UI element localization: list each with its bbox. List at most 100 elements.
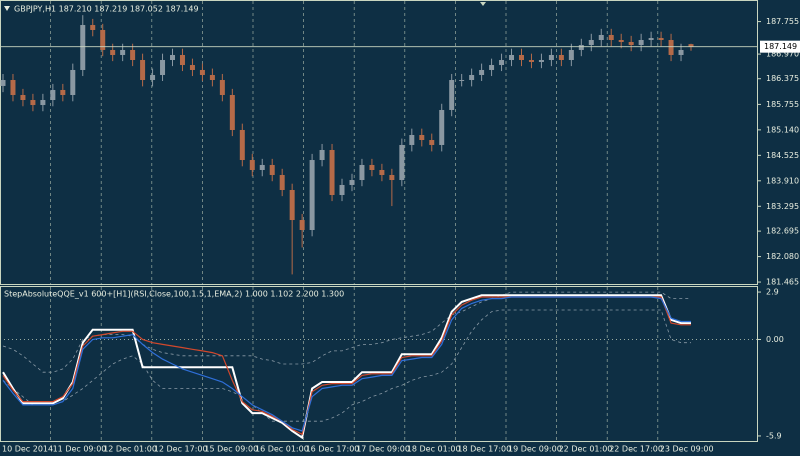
candle-body [668, 40, 674, 55]
candle-body [110, 49, 116, 55]
candle-body [509, 54, 515, 61]
candle-body [538, 60, 544, 62]
current-price-label: 187.149 [764, 42, 797, 51]
candle-body [20, 94, 26, 101]
shift-marker [480, 2, 486, 6]
candle-body [249, 160, 255, 170]
candle-body [40, 100, 46, 106]
candle-body [10, 80, 16, 95]
y-tick-label: 2.9 [766, 288, 779, 297]
y-tick-label: 181.465 [766, 278, 799, 287]
header-arrow [4, 6, 10, 11]
y-tick-label: -5.9 [766, 431, 782, 440]
candle-body [259, 164, 265, 170]
y-tick-label: 186.375 [766, 74, 799, 83]
candle-body [30, 100, 36, 106]
candle-body [409, 135, 415, 145]
x-tick-label: 16 Dec 01:00 [255, 445, 309, 454]
candle-body [608, 34, 614, 41]
candle-body [199, 69, 205, 75]
candle-body [100, 29, 106, 50]
candle-body [648, 38, 654, 41]
current-price-tag [760, 40, 800, 53]
candle-body [229, 94, 235, 130]
candle-body [449, 80, 455, 110]
indicator-line [2, 291, 691, 373]
indicator-line [2, 296, 691, 432]
indicator-panel-frame [0, 286, 758, 442]
candle-body [239, 129, 245, 161]
candle-body [688, 44, 694, 47]
candle-body [439, 109, 445, 145]
candle-body [658, 38, 664, 41]
candle-body [518, 54, 524, 61]
candle-body [429, 140, 435, 145]
candle-body [339, 184, 345, 196]
candle-body [209, 74, 215, 81]
x-tick-label: 23 Dec 09:00 [660, 445, 714, 454]
candle-body [558, 54, 564, 61]
candle-body [160, 60, 166, 75]
candle-body [598, 34, 604, 41]
y-tick-label: 185.140 [766, 125, 799, 134]
x-tick-label: 15 Dec 09:00 [204, 445, 258, 454]
candle-body [499, 60, 505, 66]
y-tick-label: 186.970 [766, 50, 799, 59]
candle-body [189, 65, 195, 70]
candle-body [588, 40, 594, 46]
candle-body [419, 135, 425, 141]
candle-body [130, 49, 136, 61]
candle-body [389, 175, 395, 181]
candle-body [319, 149, 325, 161]
x-tick-label: 19 Dec 09:00 [508, 445, 562, 454]
y-tick-label: 182.080 [766, 252, 799, 261]
candle-body [329, 149, 335, 196]
price-panel-frame [0, 0, 758, 285]
candle-body [349, 180, 355, 185]
symbol-header: GBPJPY,H1 187.210 187.219 187.052 187.14… [14, 5, 199, 14]
indicator-line [2, 294, 691, 440]
candle-body [50, 89, 56, 101]
y-tick-label: 185.755 [766, 100, 799, 109]
x-tick-label: 12 Dec 17:00 [154, 445, 208, 454]
candle-body [140, 60, 146, 81]
x-tick-label: 22 Dec 01:00 [559, 445, 613, 454]
y-tick-label: 183.910 [766, 176, 799, 185]
candle-body [359, 164, 365, 181]
candle-body [70, 69, 76, 95]
candle-body [568, 49, 574, 61]
candle-body [628, 41, 634, 46]
candle-body [459, 80, 465, 82]
indicator-line [2, 309, 691, 422]
candle-body [479, 69, 485, 75]
candle-body [219, 80, 225, 95]
candle-body [678, 49, 684, 55]
x-tick-label: 16 Dec 17:00 [306, 445, 360, 454]
y-tick-label: 0.00 [766, 335, 784, 344]
candle-body [578, 45, 584, 50]
candle-body [80, 25, 86, 70]
candle-body [548, 54, 554, 61]
candle-body [0, 80, 6, 86]
x-tick-label: 18 Dec 17:00 [457, 445, 511, 454]
candle-body [269, 164, 275, 176]
candle-body [60, 89, 66, 95]
candle-body [309, 160, 315, 230]
candle-body [469, 74, 475, 81]
x-tick-label: 10 Dec 2014 [2, 445, 53, 454]
candle-body [179, 54, 185, 66]
candle-body [369, 164, 375, 170]
candle-body [150, 74, 156, 81]
y-tick-label: 184.525 [766, 151, 799, 160]
y-tick-label: 182.695 [766, 227, 799, 236]
candle-body [279, 175, 285, 190]
indicator-header: StepAbsoluteQQE_v1 600+[H1](RSI,Close,10… [4, 290, 344, 299]
candle-body [299, 220, 305, 230]
candle-body [528, 60, 534, 62]
candle-body [120, 49, 126, 55]
x-tick-label: 22 Dec 17:00 [609, 445, 663, 454]
candle-body [399, 144, 405, 181]
candle-body [170, 54, 176, 61]
